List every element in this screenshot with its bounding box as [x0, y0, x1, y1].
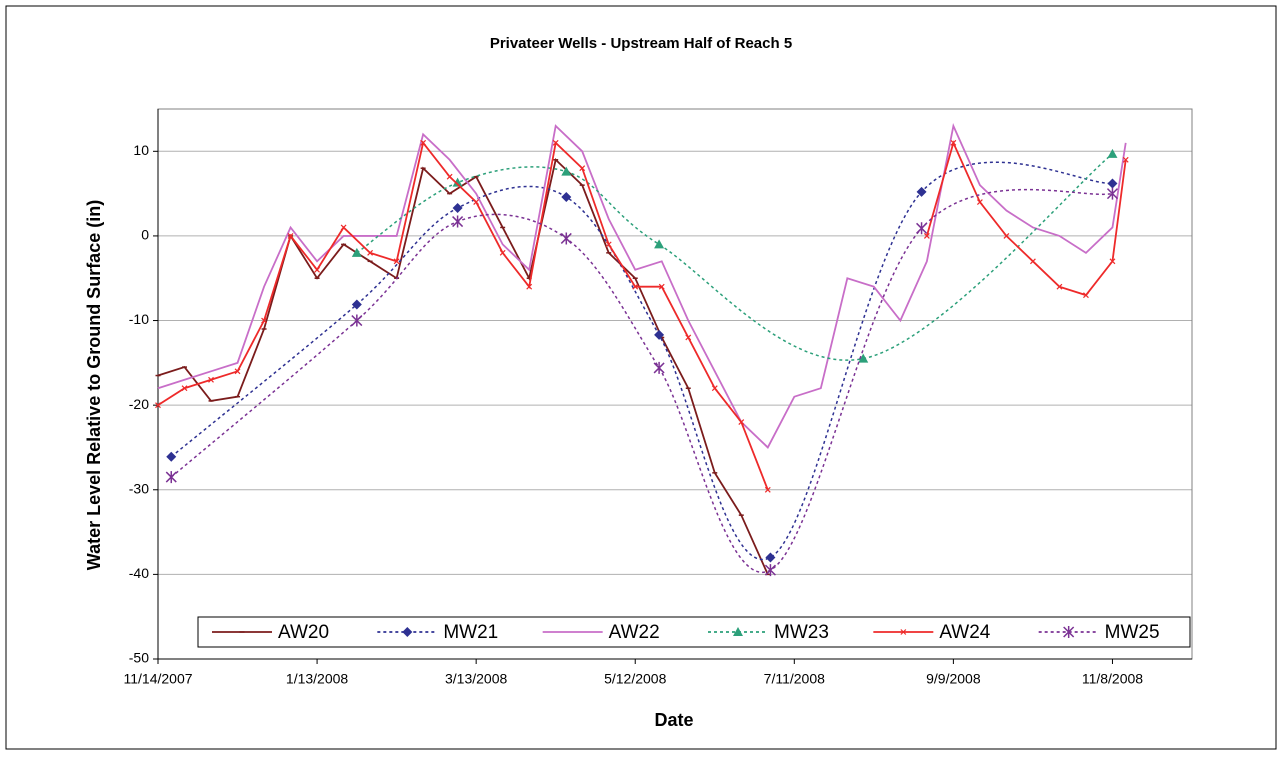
marker	[685, 334, 692, 341]
marker	[1083, 292, 1089, 299]
marker	[446, 173, 453, 180]
x-tick-label: 1/13/2008	[286, 671, 348, 687]
marker	[1107, 148, 1118, 158]
legend-marker	[1063, 626, 1075, 638]
x-tick-label: 11/8/2008	[1082, 671, 1143, 687]
marker	[658, 283, 665, 290]
marker	[351, 299, 362, 310]
marker	[579, 165, 586, 172]
legend-label: AW22	[609, 622, 660, 643]
marker	[452, 203, 463, 213]
marker	[1122, 156, 1129, 163]
marker	[340, 224, 347, 231]
marker	[560, 232, 572, 245]
legend-label: MW23	[774, 622, 829, 643]
x-tick-label: 9/9/2008	[926, 671, 981, 687]
marker	[1109, 258, 1116, 265]
series-line	[157, 140, 769, 491]
y-axis-title: Water Level Relative to Ground Surface (…	[84, 200, 104, 570]
legend-label: MW21	[443, 622, 498, 643]
marker	[764, 486, 771, 493]
series-line	[170, 188, 1113, 574]
marker	[654, 329, 665, 340]
marker	[738, 419, 745, 426]
marker	[632, 283, 639, 290]
marker	[351, 314, 363, 327]
marker	[452, 177, 463, 187]
marker	[552, 139, 559, 146]
marker	[1106, 187, 1118, 200]
marker	[1003, 232, 1010, 239]
y-tick-label: 0	[141, 227, 149, 243]
marker	[1056, 283, 1063, 290]
marker	[526, 283, 533, 290]
marker	[765, 552, 776, 563]
marker	[420, 139, 427, 146]
marker	[452, 215, 464, 228]
y-tick-label: -20	[129, 396, 149, 412]
marker	[916, 222, 928, 235]
marker	[1107, 178, 1118, 189]
legend-marker	[402, 627, 413, 637]
legend: AW20 MW21 AW22 MW23 AW24 MW25	[197, 616, 1191, 648]
legend-label: AW20	[278, 622, 329, 643]
y-tick-label: -40	[129, 565, 149, 581]
x-tick-label: 5/12/2008	[604, 671, 666, 687]
marker	[711, 385, 718, 392]
marker	[234, 368, 241, 375]
marker	[976, 199, 983, 206]
marker	[916, 186, 927, 197]
y-tick-label: -50	[129, 650, 149, 666]
marker	[367, 249, 374, 256]
marker	[561, 166, 572, 176]
legend-marker	[900, 629, 907, 635]
legend-label: AW24	[939, 622, 990, 643]
x-tick-label: 11/14/2007	[123, 671, 192, 687]
marker	[473, 199, 480, 206]
legend-box	[197, 616, 1191, 648]
marker	[950, 139, 957, 146]
marker	[314, 266, 321, 273]
series-line	[157, 122, 1127, 449]
marker	[287, 232, 294, 239]
marker	[166, 451, 177, 462]
marker	[764, 564, 776, 577]
marker	[393, 258, 400, 265]
marker	[165, 471, 177, 484]
marker	[499, 249, 506, 256]
marker	[923, 232, 930, 239]
chart-title: Privateer Wells - Upstream Half of Reach…	[490, 35, 792, 52]
marker	[208, 376, 214, 383]
legend-label: MW25	[1105, 622, 1160, 643]
marker	[605, 241, 612, 248]
marker	[155, 402, 161, 409]
marker	[654, 239, 665, 249]
y-tick-label: -30	[129, 480, 149, 496]
x-axis-title: Date	[654, 710, 693, 730]
marker	[1029, 258, 1036, 265]
x-tick-label: 7/11/2008	[764, 671, 825, 687]
marker	[858, 353, 869, 363]
marker	[653, 361, 665, 374]
series-line	[157, 158, 769, 575]
marker	[561, 192, 572, 202]
y-tick-label: -10	[129, 311, 149, 327]
marker	[181, 385, 188, 392]
x-tick-label: 3/13/2008	[445, 671, 507, 687]
marker	[351, 247, 362, 257]
y-tick-label: 10	[133, 142, 149, 158]
marker	[261, 317, 267, 324]
legend-marker	[733, 627, 743, 636]
